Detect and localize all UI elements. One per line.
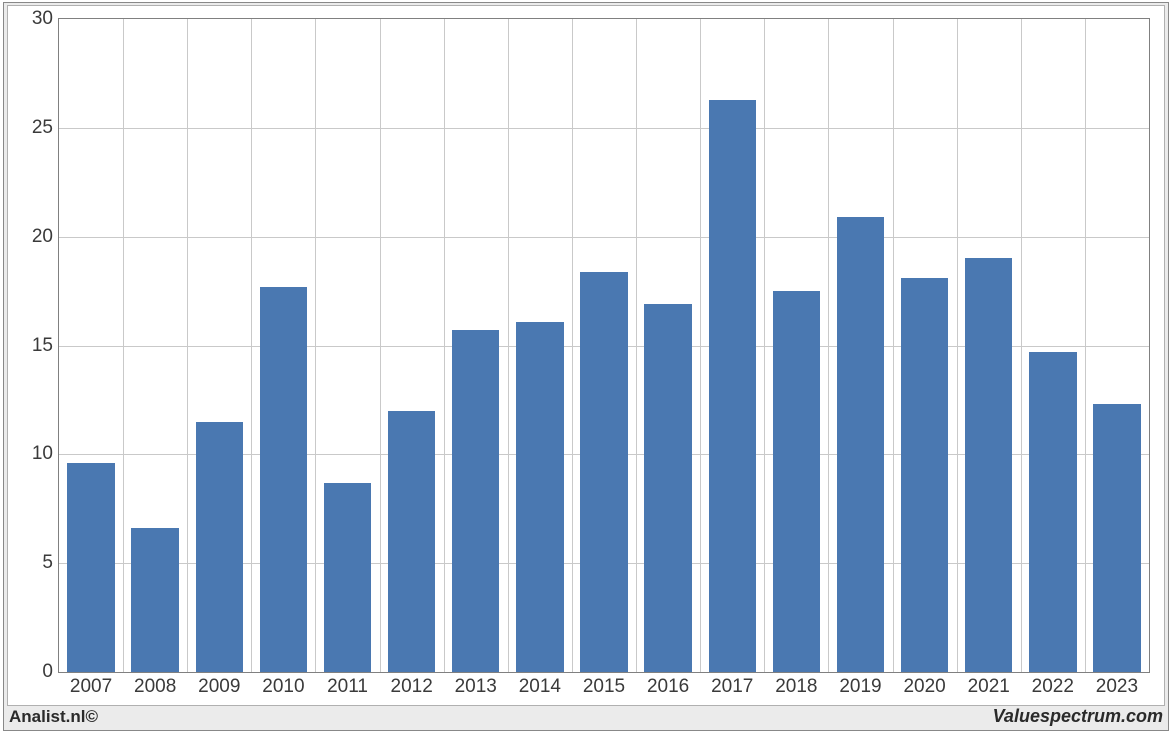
- y-axis-label: 25: [32, 117, 53, 139]
- gridline-v: [1085, 19, 1086, 672]
- x-axis-label: 2017: [711, 676, 753, 698]
- x-axis-label: 2012: [391, 676, 433, 698]
- gridline-v: [828, 19, 829, 672]
- bar: [901, 278, 948, 672]
- bar: [388, 411, 435, 672]
- x-axis-label: 2020: [903, 676, 945, 698]
- footer-right: Valuespectrum.com: [993, 706, 1163, 727]
- gridline-v: [123, 19, 124, 672]
- gridline-v: [893, 19, 894, 672]
- gridline-v: [1021, 19, 1022, 672]
- gridline-v: [700, 19, 701, 672]
- y-axis-label: 10: [32, 443, 53, 465]
- y-axis-label: 30: [32, 8, 53, 30]
- gridline-h: [59, 128, 1149, 129]
- x-axis-label: 2014: [519, 676, 561, 698]
- gridline-v: [636, 19, 637, 672]
- gridline-v: [251, 19, 252, 672]
- bar: [324, 483, 371, 672]
- chart-panel: 0 5 10 15 20 25 30 2007 2008 2009 2010 2011 2012 2013…: [7, 5, 1165, 706]
- gridline-v: [187, 19, 188, 672]
- x-axis-label: 2007: [70, 676, 112, 698]
- bar: [965, 258, 1012, 672]
- bar: [196, 422, 243, 672]
- x-axis-label: 2022: [1032, 676, 1074, 698]
- y-axis-label: 0: [42, 661, 53, 683]
- bar: [452, 330, 499, 672]
- gridline-v: [764, 19, 765, 672]
- x-axis-label: 2019: [839, 676, 881, 698]
- bar: [644, 304, 691, 672]
- x-axis-label: 2015: [583, 676, 625, 698]
- x-axis-label: 2021: [968, 676, 1010, 698]
- gridline-v: [957, 19, 958, 672]
- bar: [1029, 352, 1076, 672]
- footer: Analist.nl© Valuespectrum.com: [7, 706, 1165, 728]
- gridline-v: [315, 19, 316, 672]
- x-axis-label: 2013: [455, 676, 497, 698]
- gridline-v: [572, 19, 573, 672]
- gridline-h: [59, 237, 1149, 238]
- bar: [67, 463, 114, 672]
- x-axis-label: 2016: [647, 676, 689, 698]
- gridline-v: [380, 19, 381, 672]
- x-axis-label: 2009: [198, 676, 240, 698]
- y-axis-label: 15: [32, 335, 53, 357]
- bar: [773, 291, 820, 672]
- bar: [837, 217, 884, 672]
- x-axis-label: 2010: [262, 676, 304, 698]
- bar: [260, 287, 307, 672]
- bar: [1093, 404, 1140, 672]
- x-axis-label: 2008: [134, 676, 176, 698]
- chart-outer: 0 5 10 15 20 25 30 2007 2008 2009 2010 2011 2012 2013…: [3, 2, 1169, 731]
- plot-area: 0510152025302007200820092010201120122013…: [58, 18, 1150, 673]
- bar: [516, 322, 563, 672]
- x-axis-label: 2023: [1096, 676, 1138, 698]
- x-axis-label: 2011: [327, 676, 368, 698]
- gridline-v: [444, 19, 445, 672]
- bar: [709, 100, 756, 672]
- x-axis-label: 2018: [775, 676, 817, 698]
- bar: [580, 272, 627, 673]
- bar: [131, 528, 178, 672]
- y-axis-label: 5: [42, 552, 53, 574]
- footer-left: Analist.nl©: [9, 707, 98, 727]
- y-axis-label: 20: [32, 226, 53, 248]
- gridline-v: [508, 19, 509, 672]
